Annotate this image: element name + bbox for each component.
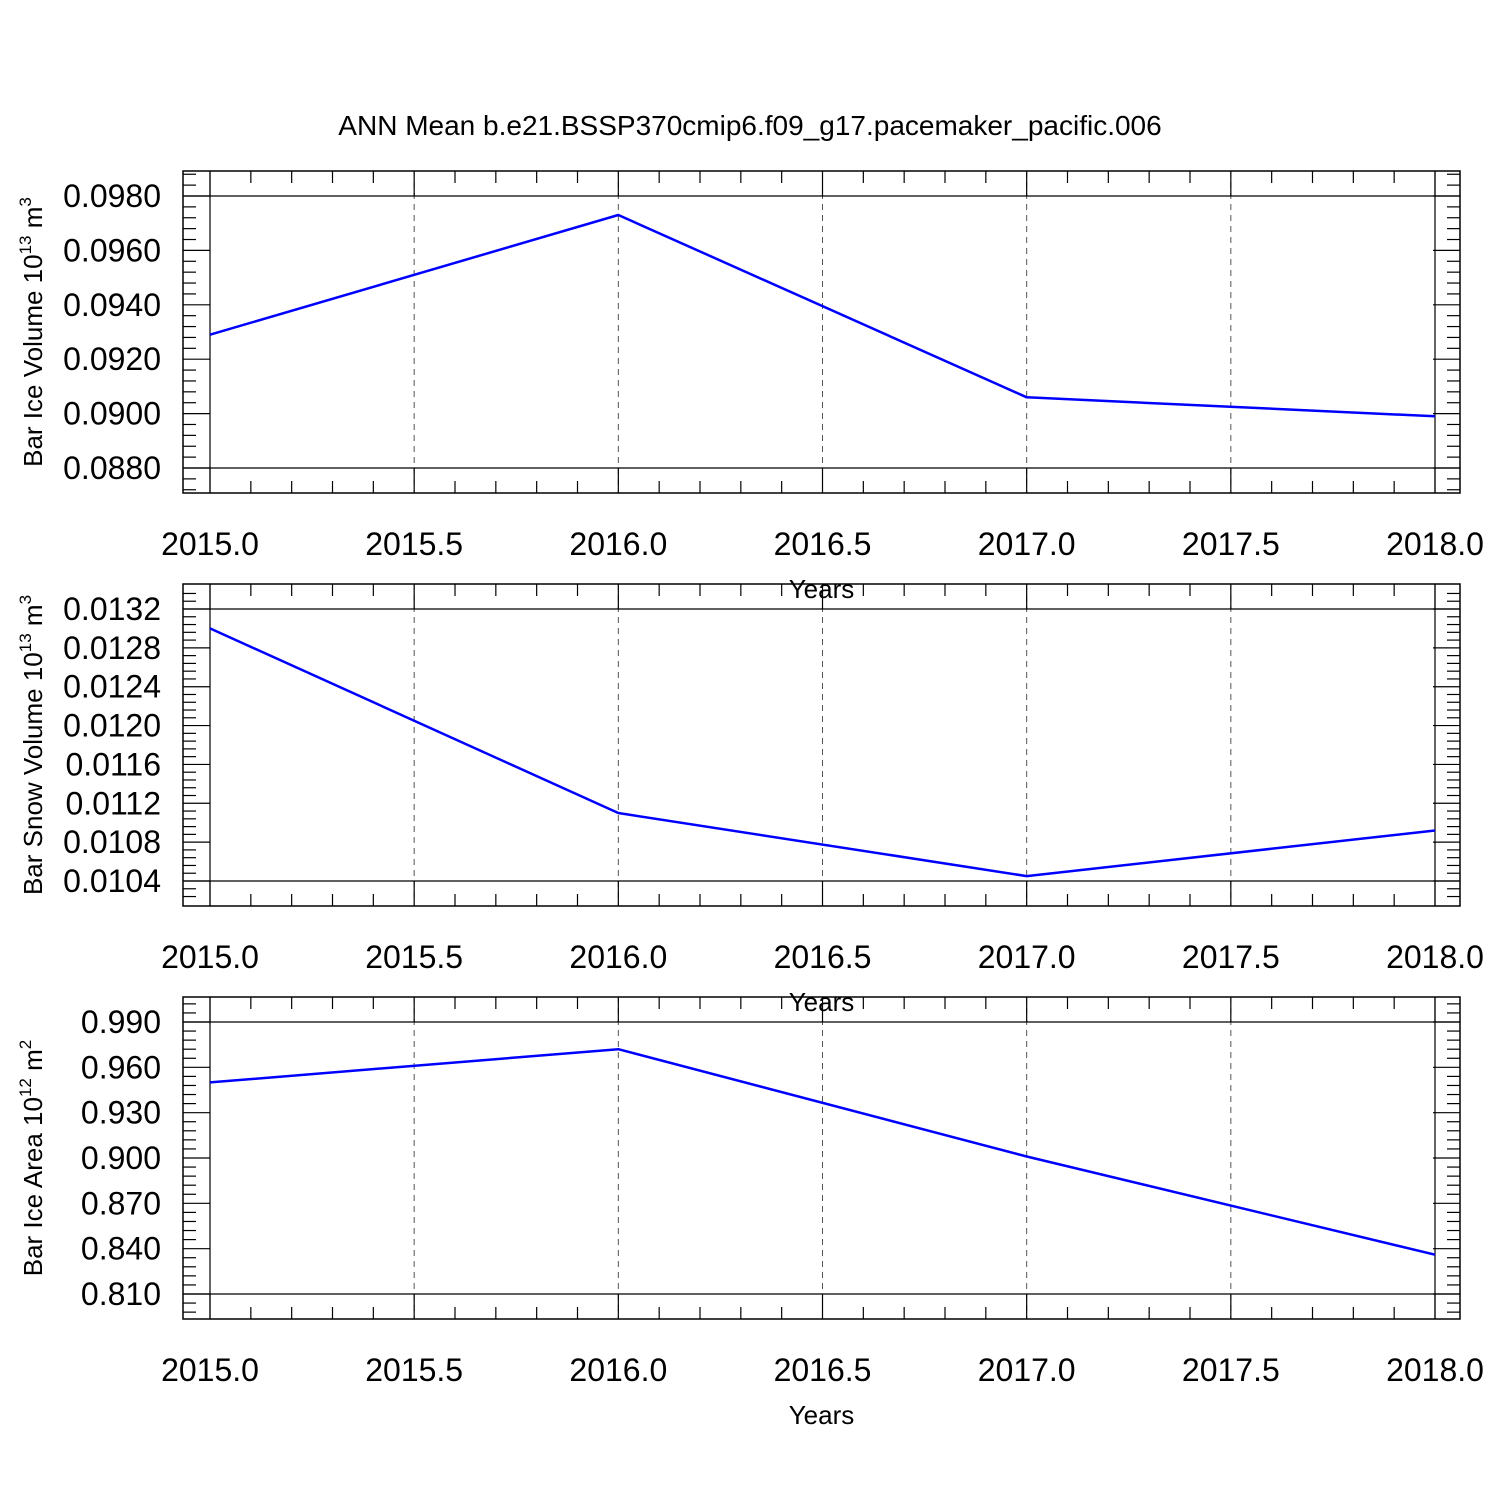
y-tick-label: 0.0880 [63,450,161,486]
x-tick-label: 2018.0 [1386,526,1484,562]
y-tick-label: 0.990 [81,1004,161,1040]
x-tick-label: 2017.0 [978,526,1076,562]
plot-frame [182,170,1461,494]
y-tick-label: 0.0112 [66,785,162,821]
y-tick-label: 0.0104 [63,863,161,899]
x-tick-label: 2018.0 [1386,1352,1484,1388]
x-axis-title: Years [789,1400,855,1430]
x-tick-label: 2016.5 [774,939,872,975]
plot-frame [182,583,1461,907]
x-tick-label: 2015.5 [365,939,463,975]
x-tick-label: 2017.5 [1182,1352,1280,1388]
x-tick-label: 2018.0 [1386,939,1484,975]
x-tick-label: 2016.0 [569,526,667,562]
y-tick-label: 0.840 [81,1231,161,1267]
y-axis-title: Bar Ice Area 1012 m2 [16,1040,48,1277]
y-tick-label: 0.870 [81,1185,161,1221]
x-tick-label: 2017.5 [1182,526,1280,562]
y-tick-label: 0.0128 [63,630,161,666]
plot-frame [182,996,1461,1320]
y-tick-label: 0.0980 [63,178,161,214]
y-tick-label: 0.0116 [66,746,162,782]
x-tick-label: 2015.5 [365,526,463,562]
chart-panel-2: 0.01040.01080.01120.01160.01200.01240.01… [16,583,1484,1017]
y-axis-title: Bar Snow Volume 1013 m3 [16,595,48,895]
x-tick-label: 2015.0 [161,1352,259,1388]
y-tick-label: 0.0124 [63,669,161,705]
chart-title: ANN Mean b.e21.BSSP370cmip6.f09_g17.pace… [338,110,1161,141]
x-axis-title: Years [789,987,855,1017]
y-tick-label: 0.0108 [63,824,161,860]
series-line [209,213,1436,418]
y-axis-title: Bar Ice Volume 1013 m3 [16,197,48,467]
chart-panels: 0.0880 0.0900 0.0920 0.0940 0.0960 0.0980 2015… [16,170,1484,1430]
x-tick-label: 2015.5 [365,1352,463,1388]
x-tick-label: 2016.0 [569,1352,667,1388]
x-tick-label: 2017.0 [978,939,1076,975]
chart-panel-3: 0.810 0.840 0.870 0.900 0.930 0.960 0.990 2015.… [16,996,1484,1430]
series-line [209,627,1436,878]
y-tick-label: 0.0940 [63,287,161,323]
chart-panel-1: 0.0880 0.0900 0.0920 0.0940 0.0960 0.0980 2015… [16,170,1484,604]
x-tick-label: 2016.0 [569,939,667,975]
y-tick-label: 0.0132 [63,591,161,627]
x-tick-label: 2015.0 [161,526,259,562]
y-tick-label: 0.0900 [63,396,161,432]
series-line [209,1047,1436,1256]
x-axis-title: Years [789,574,855,604]
x-tick-label: 2017.0 [978,1352,1076,1388]
y-tick-label: 0.0920 [63,341,161,377]
y-tick-label: 0.930 [81,1095,161,1131]
y-tick-label: 0.0960 [63,232,161,268]
x-tick-label: 2016.5 [774,1352,872,1388]
x-tick-label: 2017.5 [1182,939,1280,975]
x-tick-label: 2016.5 [774,526,872,562]
y-tick-label: 0.900 [81,1140,161,1176]
y-tick-label: 0.0120 [63,708,161,744]
x-tick-label: 2015.0 [161,939,259,975]
y-tick-label: 0.810 [81,1276,161,1312]
y-tick-label: 0.960 [81,1049,161,1085]
